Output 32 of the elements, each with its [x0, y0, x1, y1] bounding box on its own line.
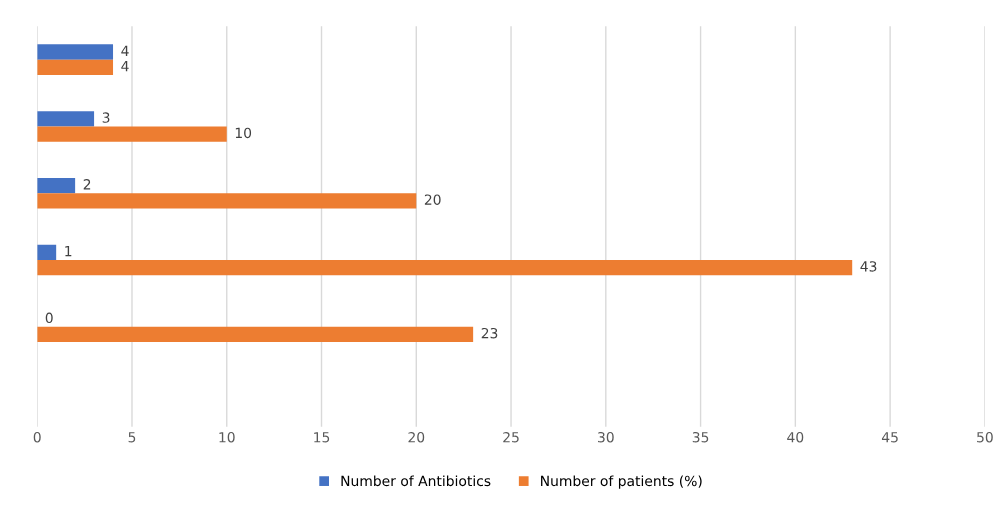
- x-tick-label: 0: [33, 431, 41, 443]
- data-label: 43: [860, 261, 877, 272]
- x-tick-label: 50: [977, 431, 993, 443]
- x-tick-label: 15: [314, 432, 330, 443]
- x-tick-label: 10: [219, 431, 235, 443]
- data-label: 1: [65, 246, 72, 257]
- data-label: 3: [102, 112, 110, 123]
- x-tick-label: 45: [881, 432, 898, 443]
- data-label: 4: [121, 61, 129, 72]
- data-label: 2: [83, 179, 91, 190]
- x-tick-label: 20: [408, 431, 425, 443]
- bar: [37, 259, 853, 276]
- bar: [37, 59, 114, 76]
- x-tick-label: 40: [787, 431, 804, 443]
- bar: [37, 126, 227, 142]
- x-tick-label: 30: [598, 431, 614, 443]
- bar: [37, 177, 76, 194]
- x-tick-label: 25: [503, 431, 519, 443]
- bar: [37, 326, 474, 343]
- legend-label: Number of Antibiotics: [341, 475, 491, 487]
- x-tick-label: 5: [128, 432, 136, 443]
- bar: [37, 44, 114, 60]
- data-label: 20: [424, 194, 441, 205]
- data-label: 23: [481, 327, 498, 339]
- data-label: 4: [121, 45, 129, 56]
- bar: [37, 193, 417, 209]
- x-tick-label: 35: [692, 431, 709, 443]
- bar: [37, 111, 95, 127]
- data-label: 10: [235, 127, 252, 139]
- bar: [37, 244, 57, 260]
- data-label: 0: [45, 312, 53, 324]
- legend-label: Number of patients (%): [541, 475, 702, 489]
